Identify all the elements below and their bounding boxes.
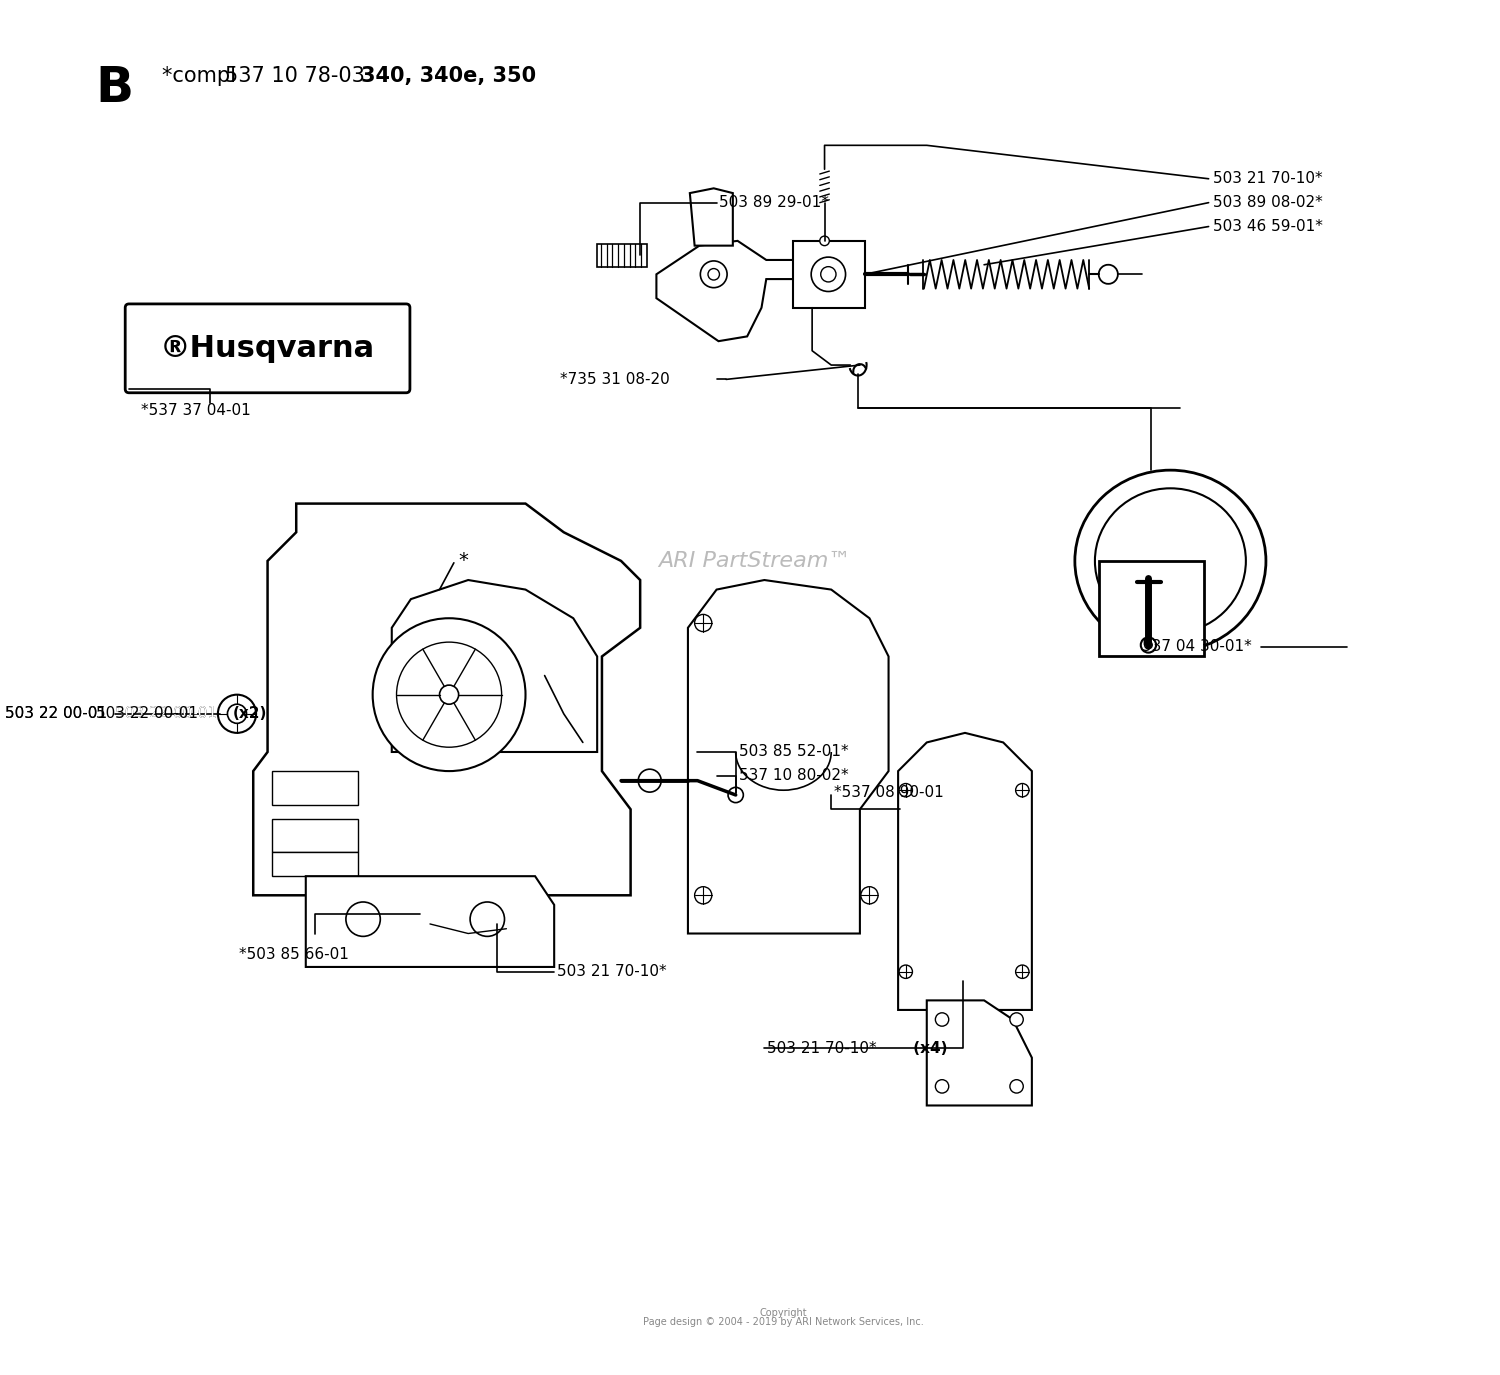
Text: 503 22 00-01: 503 22 00-01: [96, 707, 202, 722]
Circle shape: [728, 788, 744, 803]
Bar: [597, 243, 646, 267]
Polygon shape: [690, 188, 734, 246]
Text: 503 22 00-01: 503 22 00-01: [114, 707, 222, 722]
Text: 503 21 70-10*: 503 21 70-10*: [1214, 172, 1323, 186]
Text: 537 04 30-01*: 537 04 30-01*: [1142, 639, 1251, 654]
Text: ARI PartStream™: ARI PartStream™: [658, 551, 850, 571]
Polygon shape: [392, 580, 597, 752]
Text: Page design © 2004 - 2019 by ARI Network Services, Inc.: Page design © 2004 - 2019 by ARI Network…: [644, 1317, 924, 1327]
Circle shape: [936, 1013, 948, 1026]
Text: 537 10 78-03: 537 10 78-03: [225, 66, 370, 87]
Text: 503 21 70-10*: 503 21 70-10*: [766, 1041, 877, 1056]
Text: 340, 340e, 350: 340, 340e, 350: [362, 66, 537, 87]
Circle shape: [440, 685, 459, 704]
Text: 503 46 59-01*: 503 46 59-01*: [1214, 219, 1323, 234]
Circle shape: [1010, 1013, 1023, 1026]
Text: *: *: [459, 551, 468, 571]
Bar: [794, 241, 864, 308]
Text: 503 21 70-10*: 503 21 70-10*: [556, 964, 666, 979]
Circle shape: [708, 268, 720, 280]
Circle shape: [821, 236, 830, 246]
Polygon shape: [688, 580, 888, 934]
Text: *735 31 08-20: *735 31 08-20: [560, 371, 669, 386]
Circle shape: [700, 261, 727, 287]
Text: Copyright: Copyright: [759, 1308, 807, 1317]
Text: *537 37 04-01: *537 37 04-01: [141, 403, 250, 418]
Text: *503 85 66-01: *503 85 66-01: [238, 947, 350, 962]
Circle shape: [936, 1079, 948, 1093]
Bar: [273, 852, 358, 876]
Circle shape: [1010, 1079, 1023, 1093]
Text: 503 22 00-01: 503 22 00-01: [114, 707, 222, 722]
Polygon shape: [927, 1001, 1032, 1106]
Circle shape: [228, 704, 246, 723]
Circle shape: [821, 267, 836, 282]
Circle shape: [639, 769, 662, 792]
Circle shape: [694, 615, 712, 631]
Polygon shape: [657, 241, 795, 341]
Circle shape: [1016, 784, 1029, 797]
Bar: [273, 820, 358, 852]
Text: 503 22 00-01: 503 22 00-01: [4, 707, 112, 722]
Text: (x4): (x4): [908, 1041, 946, 1056]
Polygon shape: [898, 733, 1032, 1011]
Polygon shape: [254, 503, 640, 895]
Text: *537 08 90-01: *537 08 90-01: [834, 785, 944, 800]
Ellipse shape: [1095, 488, 1246, 634]
Text: *compl: *compl: [162, 66, 243, 87]
Circle shape: [396, 642, 501, 747]
Circle shape: [470, 902, 504, 936]
Circle shape: [812, 257, 846, 292]
Text: 537 10 80-02*: 537 10 80-02*: [738, 769, 847, 784]
Circle shape: [1142, 638, 1156, 653]
Circle shape: [1016, 965, 1029, 979]
Text: 503 22 00-01: 503 22 00-01: [4, 707, 112, 722]
Circle shape: [898, 965, 912, 979]
Text: 503 89 08-02*: 503 89 08-02*: [1214, 195, 1323, 210]
Text: 503 89 29-01*: 503 89 29-01*: [720, 195, 830, 210]
Text: 503 85 52-01*: 503 85 52-01*: [738, 744, 847, 759]
Circle shape: [346, 902, 381, 936]
Text: B: B: [96, 65, 134, 113]
Circle shape: [861, 887, 877, 903]
FancyBboxPatch shape: [124, 304, 410, 393]
Circle shape: [217, 694, 256, 733]
Bar: [273, 771, 358, 804]
Polygon shape: [306, 876, 554, 967]
Circle shape: [1144, 641, 1152, 649]
Circle shape: [372, 619, 525, 771]
Circle shape: [898, 784, 912, 797]
Ellipse shape: [1076, 470, 1266, 652]
Text: ®Husqvarna: ®Husqvarna: [160, 334, 375, 363]
Text: (x2): (x2): [232, 707, 267, 722]
Circle shape: [694, 887, 712, 903]
Bar: [1098, 561, 1204, 656]
